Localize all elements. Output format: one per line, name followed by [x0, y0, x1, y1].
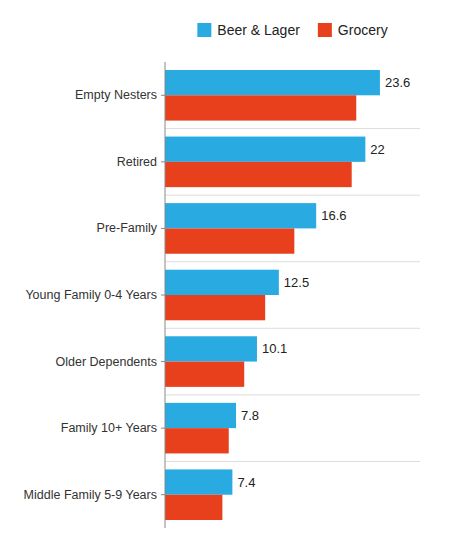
legend-label: Grocery [338, 22, 388, 38]
data-label: 22 [370, 142, 384, 157]
bar [165, 95, 356, 120]
bar [165, 428, 229, 453]
bar [165, 137, 365, 162]
y-tick-label: Middle Family 5-9 Years [24, 488, 157, 502]
bar [165, 203, 316, 228]
y-tick [161, 494, 165, 495]
bar [165, 362, 244, 387]
bars [165, 70, 380, 520]
legend-label: Beer & Lager [217, 22, 300, 38]
data-label: 23.6 [385, 75, 410, 90]
separator [165, 195, 420, 196]
data-label: 10.1 [262, 341, 287, 356]
chart-svg: 23.6 22 16.6 12.5 10.1 7.8 7.4 Empty Nesters Ret… [0, 0, 459, 544]
separator [165, 461, 420, 462]
y-tick-label: Older Dependents [56, 355, 157, 369]
bar [165, 403, 236, 428]
data-labels: 23.6 22 16.6 12.5 10.1 7.8 7.4 [237, 75, 410, 489]
bar [165, 162, 352, 187]
chart-container: 23.6 22 16.6 12.5 10.1 7.8 7.4 Empty Nesters Ret… [0, 0, 459, 544]
bar [165, 270, 279, 295]
separator [165, 261, 420, 262]
y-tick [161, 95, 165, 96]
y-tick-label: Young Family 0-4 Years [25, 288, 157, 302]
legend: Beer & Lager Grocery [197, 22, 387, 38]
bar [165, 70, 380, 95]
bar [165, 495, 222, 520]
y-tick-label: Retired [117, 155, 157, 169]
legend-swatch [318, 23, 332, 37]
y-tick [161, 428, 165, 429]
data-label: 16.6 [321, 208, 346, 223]
separator [165, 328, 420, 329]
separator [165, 394, 420, 395]
y-tick [161, 361, 165, 362]
y-tick-label: Pre-Family [97, 221, 158, 235]
y-tick-label: Family 10+ Years [61, 421, 157, 435]
data-label: 12.5 [284, 275, 309, 290]
y-tick [161, 228, 165, 229]
bar [165, 336, 257, 361]
y-tick-label: Empty Nesters [75, 88, 157, 102]
y-tick [161, 161, 165, 162]
bar [165, 469, 232, 494]
bar [165, 295, 265, 320]
data-label: 7.8 [241, 408, 259, 423]
bar [165, 228, 294, 253]
legend-swatch [197, 23, 211, 37]
separator [165, 128, 420, 129]
y-tick [161, 295, 165, 296]
data-label: 7.4 [237, 475, 255, 490]
